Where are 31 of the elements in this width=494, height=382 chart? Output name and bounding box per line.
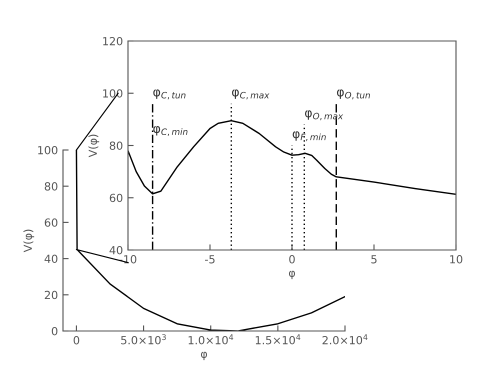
- y-tick-label: 100: [103, 89, 122, 98]
- y-tick-label: 120: [103, 36, 122, 46]
- x-tick-label: -5: [205, 255, 215, 264]
- y-axis-title: V(φ): [23, 230, 34, 252]
- x-tick-label: 5.0×10$^{3}$: [121, 334, 166, 344]
- y-tick-label: 60: [110, 194, 122, 202]
- y-tick-label: 20: [44, 290, 58, 300]
- y-tick-label: 80: [110, 141, 122, 150]
- y-axis-title: V(φ): [88, 134, 100, 158]
- x-tick-label: 10: [450, 255, 462, 264]
- x-axis-title: φ: [200, 352, 208, 360]
- y-tick-label: 0: [52, 326, 58, 336]
- x-tick-label: 5: [371, 255, 377, 264]
- annotation: φ$_{O,max}$: [304, 110, 344, 120]
- x-tick-label: 1.0×10$^{4}$: [188, 334, 234, 344]
- x-tick-label: -10: [119, 255, 136, 264]
- annotation: φ$_{C,min}$: [153, 126, 188, 136]
- y-tick-label: 100: [38, 146, 58, 154]
- y-tick-label: 60: [44, 218, 58, 227]
- annotation: φ$_{C,tun}$: [153, 89, 186, 100]
- x-tick-label: 0: [289, 255, 295, 264]
- x-tick-label: 1.5×10$^{4}$: [256, 334, 300, 344]
- y-tick-label: 80: [44, 182, 58, 191]
- x-tick-label: 2.0×10$^{4}$: [322, 334, 368, 344]
- y-tick-label: 40: [110, 246, 122, 254]
- x-axis-title: φ: [288, 270, 296, 280]
- annotation: φ$_{O,tun}$: [336, 89, 370, 100]
- x-tick-label: 0: [74, 336, 80, 344]
- y-tick-label: 40: [44, 254, 58, 263]
- annotation: φ$_{C,max}$: [232, 89, 270, 100]
- annotation: φ$_{F,min}$: [292, 131, 326, 142]
